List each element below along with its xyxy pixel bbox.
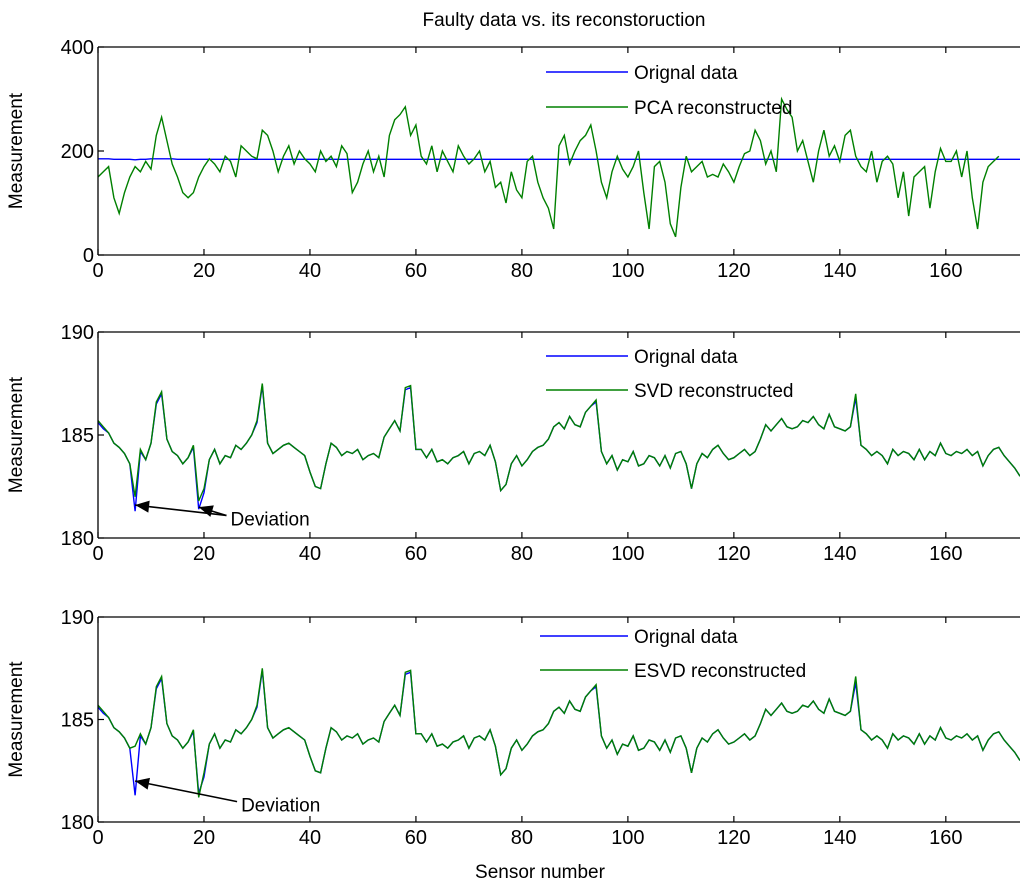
series-line-2 [98,383,1020,502]
x-tick-label: 80 [511,543,533,565]
subplot-2: 0 20 40 60 80 100 120 140 160 180 185 190 Measuremen… [6,322,1020,565]
x-tick-label: 160 [929,827,962,849]
y-axis-label: Measurement [6,661,27,778]
y-tick-label: 185 [61,425,94,447]
x-tick-label: 60 [405,260,427,282]
x-tick-label: 0 [92,827,103,849]
y-tick-label: 190 [61,607,94,629]
legend-label: Orignal data [634,63,738,84]
x-tick-label: 20 [193,827,215,849]
x-tick-label: 0 [92,543,103,565]
legend: Orignal data SVD reconstructed [546,347,793,402]
x-tick-label: 100 [611,260,644,282]
y-tick-label: 180 [61,812,94,834]
series-line-2 [98,668,1020,798]
x-tick-label: 0 [92,260,103,282]
annotation-text: Deviation [230,509,309,530]
x-tick-label: 120 [717,543,750,565]
series-line-1 [98,158,1020,161]
y-axis-label: Measurement [6,376,27,493]
x-tick-label: 100 [611,827,644,849]
x-tick-label: 120 [717,260,750,282]
x-tick-label: 160 [929,260,962,282]
x-tick-label: 60 [405,543,427,565]
x-tick-label: 20 [193,260,215,282]
legend-label: Orignal data [634,347,738,368]
y-axis-label: Measurement [6,92,27,209]
x-tick-label: 140 [823,827,856,849]
series-line-1 [98,385,1020,512]
x-axis-label: Sensor number [475,862,606,883]
x-tick-label: 60 [405,827,427,849]
y-tick-label: 400 [61,37,94,59]
y-tick-label: 185 [61,710,94,732]
x-tick-label: 80 [511,827,533,849]
series-line-2 [98,96,1000,238]
legend-label: SVD reconstructed [634,381,793,402]
subplot-3: 0 20 40 60 80 100 120 140 160 180 185 190 Measuremen… [6,607,1020,883]
y-tick-label: 190 [61,322,94,344]
annotation-arrowhead [198,505,214,517]
y-tick-label: 0 [83,245,94,267]
x-tick-label: 100 [611,543,644,565]
x-tick-label: 40 [299,543,321,565]
x-tick-label: 160 [929,543,962,565]
x-tick-label: 140 [823,543,856,565]
x-tick-label: 20 [193,543,215,565]
y-tick-label: 180 [61,528,94,550]
legend: Orignal data ESVD reconstructed [540,627,806,682]
x-tick-label: 40 [299,260,321,282]
annotation-arrow [134,780,238,803]
legend: Orignal data PCA reconstructed [546,63,792,119]
legend-label: ESVD reconstructed [634,661,806,682]
x-tick-label: 120 [717,827,750,849]
x-tick-label: 80 [511,260,533,282]
annotation-arrowhead [135,777,151,790]
x-tick-label: 40 [299,827,321,849]
annotation-arrowhead [135,500,150,513]
x-tick-label: 140 [823,260,856,282]
y-tick-label: 200 [61,141,94,163]
annotation-text: Deviation [241,796,320,817]
legend-label: PCA reconstructed [634,98,792,119]
legend-label: Orignal data [634,627,738,648]
subplot-1: 0 20 40 60 80 100 120 140 160 0 200 400 Measurement O… [6,37,1020,282]
figure-title: Faulty data vs. its reconstoruction [422,10,705,31]
subplots: 0 20 40 60 80 100 120 140 1600200400MeasurementO… [6,37,1020,883]
series-line-1 [98,670,1020,796]
